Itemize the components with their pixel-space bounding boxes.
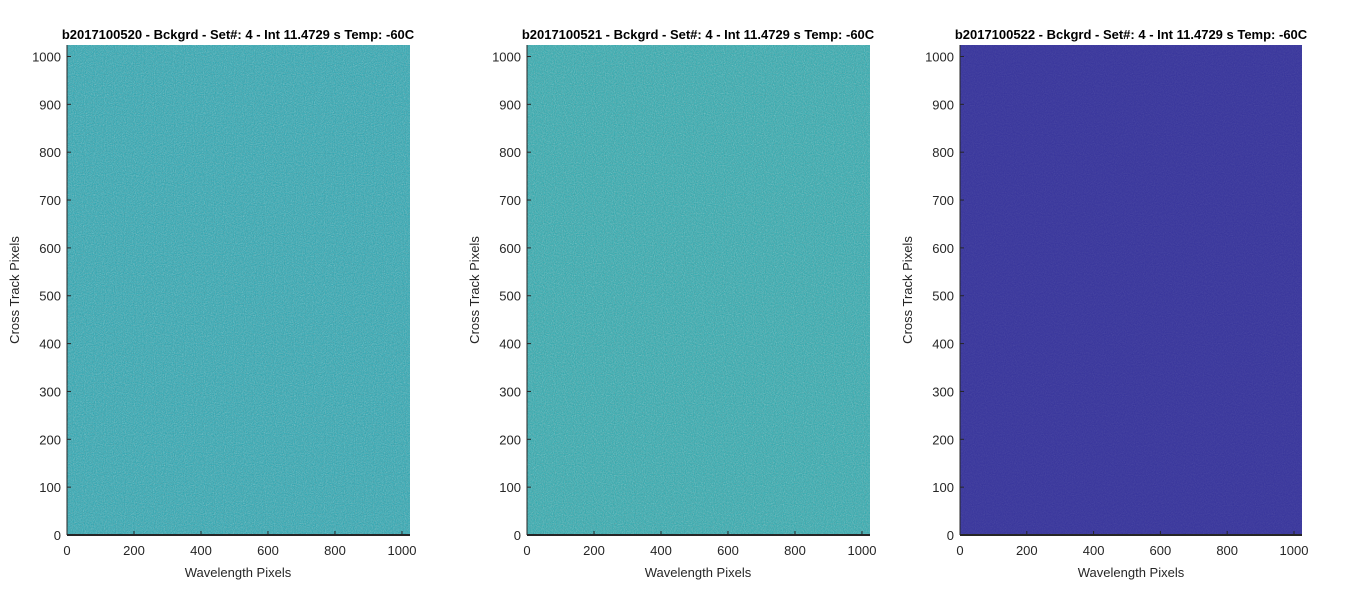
panel-3-title: b2017100522 - Bckgrd - Set#: 4 - Int 11.… [955, 27, 1308, 42]
panel-3: b2017100522 - Bckgrd - Set#: 4 - Int 11.… [900, 27, 1308, 580]
panel-1-noise [67, 45, 410, 535]
y-tick-label: 500 [932, 289, 954, 304]
y-tick-label: 1000 [925, 49, 954, 64]
x-tick-label: 800 [784, 543, 806, 558]
y-tick-label: 700 [499, 193, 521, 208]
y-tick-label: 700 [39, 193, 61, 208]
panel-2-noise [527, 45, 870, 535]
panel-1-title: b2017100520 - Bckgrd - Set#: 4 - Int 11.… [62, 27, 415, 42]
x-tick-label: 1000 [848, 543, 877, 558]
y-tick-label: 300 [39, 384, 61, 399]
x-tick-label: 400 [1083, 543, 1105, 558]
y-tick-label: 900 [499, 97, 521, 112]
y-tick-label: 600 [932, 241, 954, 256]
x-tick-label: 600 [717, 543, 739, 558]
y-tick-label: 500 [39, 289, 61, 304]
panel-1-y-ticks: 0 100 200 300 400 500 600 700 800 900 1000 [32, 49, 71, 543]
y-tick-label: 600 [39, 241, 61, 256]
panel-2-x-label: Wavelength Pixels [645, 565, 752, 580]
x-tick-label: 0 [523, 543, 530, 558]
x-tick-label: 400 [190, 543, 212, 558]
y-tick-label: 0 [514, 528, 521, 543]
y-tick-label: 400 [499, 337, 521, 352]
y-tick-label: 100 [39, 480, 61, 495]
x-tick-label: 1000 [1280, 543, 1309, 558]
y-tick-label: 400 [39, 337, 61, 352]
panel-1-x-ticks: 0 200 400 600 800 1000 [63, 531, 416, 558]
panel-1-x-label: Wavelength Pixels [185, 565, 292, 580]
x-tick-label: 600 [1150, 543, 1172, 558]
x-tick-label: 400 [650, 543, 672, 558]
y-tick-label: 500 [499, 289, 521, 304]
panel-2: b2017100521 - Bckgrd - Set#: 4 - Int 11.… [467, 27, 876, 580]
y-tick-label: 700 [932, 193, 954, 208]
panel-3-x-label: Wavelength Pixels [1078, 565, 1185, 580]
y-tick-label: 800 [932, 145, 954, 160]
x-tick-label: 800 [1216, 543, 1238, 558]
y-tick-label: 200 [39, 432, 61, 447]
y-tick-label: 600 [499, 241, 521, 256]
panel-2-title: b2017100521 - Bckgrd - Set#: 4 - Int 11.… [522, 27, 875, 42]
x-tick-label: 0 [63, 543, 70, 558]
y-tick-label: 300 [932, 384, 954, 399]
y-tick-label: 100 [499, 480, 521, 495]
x-tick-label: 200 [123, 543, 145, 558]
panel-3-y-label: Cross Track Pixels [900, 236, 915, 344]
y-tick-label: 0 [947, 528, 954, 543]
y-tick-label: 800 [39, 145, 61, 160]
y-tick-label: 900 [39, 97, 61, 112]
x-tick-label: 200 [583, 543, 605, 558]
y-tick-label: 0 [54, 528, 61, 543]
panel-2-y-label: Cross Track Pixels [467, 236, 482, 344]
panel-2-y-ticks: 0 100 200 300 400 500 600 700 800 900 1000 [492, 49, 531, 543]
y-tick-label: 200 [499, 432, 521, 447]
y-tick-label: 200 [932, 432, 954, 447]
y-tick-label: 900 [932, 97, 954, 112]
panel-2-x-ticks: 0 200 400 600 800 1000 [523, 531, 876, 558]
x-tick-label: 200 [1016, 543, 1038, 558]
panel-3-noise [960, 45, 1302, 535]
y-tick-label: 800 [499, 145, 521, 160]
x-tick-label: 1000 [388, 543, 417, 558]
y-tick-label: 100 [932, 480, 954, 495]
panel-3-y-ticks: 0 100 200 300 400 500 600 700 800 900 1000 [925, 49, 964, 543]
y-tick-label: 300 [499, 384, 521, 399]
y-tick-label: 1000 [492, 49, 521, 64]
y-tick-label: 400 [932, 337, 954, 352]
panel-3-x-ticks: 0 200 400 600 800 1000 [956, 531, 1308, 558]
x-tick-label: 0 [956, 543, 963, 558]
panel-1: b2017100520 - Bckgrd - Set#: 4 - Int 11.… [7, 27, 416, 580]
y-tick-label: 1000 [32, 49, 61, 64]
panel-1-y-label: Cross Track Pixels [7, 236, 22, 344]
x-tick-label: 800 [324, 543, 346, 558]
x-tick-label: 600 [257, 543, 279, 558]
